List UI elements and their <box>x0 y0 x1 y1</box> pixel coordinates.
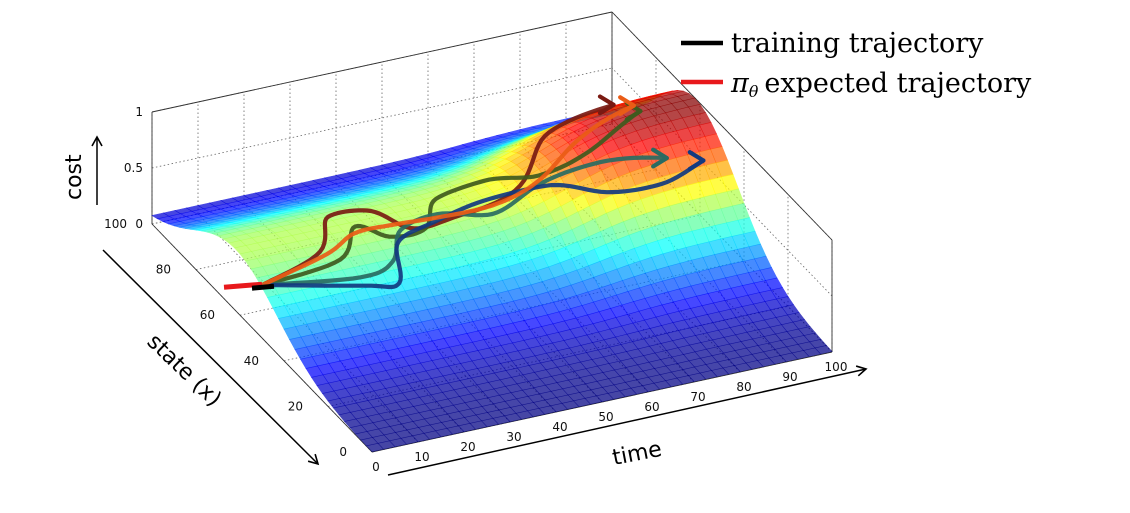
trajectory-arrowhead <box>687 150 706 171</box>
training-trajectory-start <box>251 283 275 291</box>
trajectories <box>223 94 706 291</box>
back-wall-grid-line <box>151 67 613 169</box>
legend-label-expected: πθ expected trajectory <box>730 68 1032 101</box>
cost-surface <box>151 89 833 453</box>
trajectory-arrowhead <box>618 95 636 117</box>
trajectory-line <box>259 155 669 288</box>
x-tick-label: 40 <box>552 420 567 434</box>
trajectory-arrowhead <box>597 94 616 116</box>
legend: training trajectory πθ expected trajector… <box>681 28 1032 101</box>
surface-patch <box>814 345 833 355</box>
x-tick-label: 50 <box>598 410 613 424</box>
z-tick-label: 0 <box>135 217 143 231</box>
trajectory-line <box>259 103 636 288</box>
x-tick-label: 20 <box>460 440 475 454</box>
x-axis-title: time <box>610 437 664 471</box>
x-tick-label: 90 <box>782 370 797 384</box>
y-tick-label: 0 <box>339 445 347 459</box>
x-tick-label: 10 <box>414 450 429 464</box>
box-edge <box>151 223 373 453</box>
x-tick-label: 30 <box>506 430 521 444</box>
z-tick-label: 0.5 <box>124 161 143 175</box>
x-axis-arrow <box>387 365 868 476</box>
trajectory-line <box>259 158 706 290</box>
x-tick-label: 60 <box>644 400 659 414</box>
z-axis-title-group: cost <box>62 135 103 205</box>
x-tick-label: 100 <box>825 360 848 374</box>
z-axis-title: cost <box>62 154 87 200</box>
y-tick-label: 20 <box>288 399 303 413</box>
box-edge <box>151 11 613 113</box>
trajectory-line <box>259 102 616 288</box>
tick-labels: 0 10 20 30 40 50 60 70 80 90 100 0 20 40 60 80 100 0 0.5 1 <box>104 105 847 474</box>
x-tick-label: 80 <box>736 380 751 394</box>
trajectory-line <box>259 109 643 288</box>
y-axis-title: state (x) <box>142 329 226 412</box>
legend-label-training: training trajectory <box>731 28 984 59</box>
trajectory-arrowhead <box>651 147 669 169</box>
y-tick-label: 60 <box>200 308 215 322</box>
box-edge <box>611 11 833 241</box>
y-tick-label: 100 <box>104 217 127 231</box>
z-tick-label: 1 <box>135 105 143 119</box>
x-tick-label: 0 <box>372 460 380 474</box>
y-axis-arrow <box>102 249 320 466</box>
x-tick-label: 70 <box>690 390 705 404</box>
y-tick-label: 40 <box>244 354 259 368</box>
expected-trajectory-start <box>223 281 263 290</box>
y-tick-label: 80 <box>156 263 171 277</box>
